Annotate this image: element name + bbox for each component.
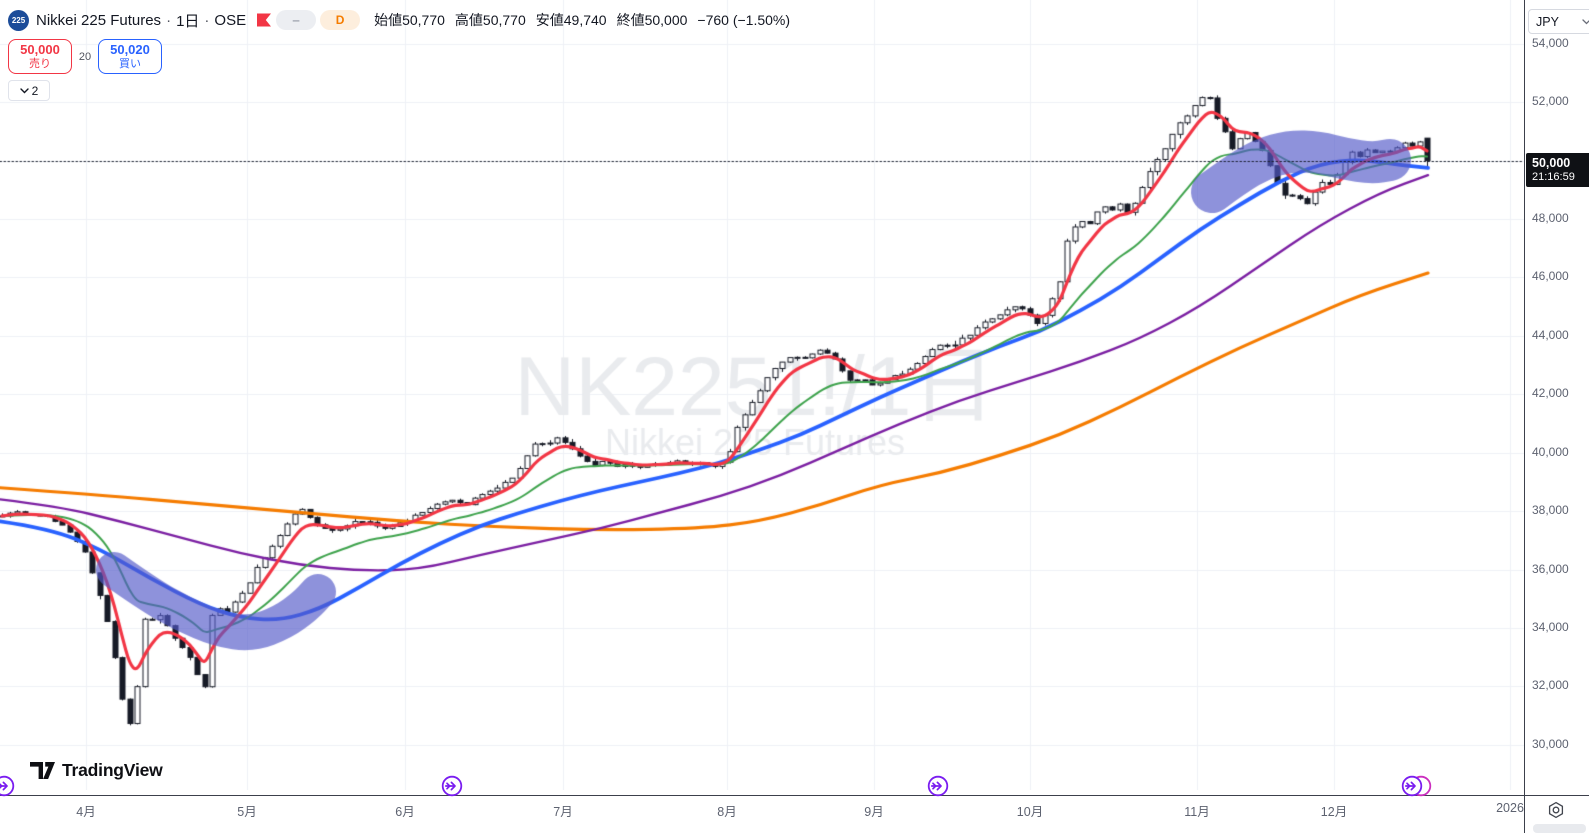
goto-marker-icon[interactable]	[0, 775, 27, 797]
currency-label: JPY	[1536, 14, 1559, 29]
trade-buttons-row: 50,000 売り 20 50,020 買い	[8, 39, 162, 74]
time-tick-label: 5月	[237, 805, 257, 819]
exchange-label[interactable]: OSE	[214, 11, 247, 29]
sell-label: 売り	[29, 57, 51, 70]
separator-dot: ·	[166, 11, 172, 29]
goto-marker-icon[interactable]	[441, 775, 475, 797]
time-tick-label: 2026	[1496, 801, 1524, 815]
price-axis[interactable]: JPY 54,000 52,000 50,000 48,000 46,000 4…	[1525, 0, 1589, 833]
price-chart-canvas[interactable]	[0, 0, 1524, 790]
delayed-data-badge[interactable]: D	[320, 10, 361, 30]
price-tick-label: 30,000	[1532, 736, 1569, 751]
corner-scroll-pill	[1533, 824, 1586, 833]
last-price-badge: 50,000 21:16:59	[1526, 152, 1589, 187]
open-label: 始値	[374, 12, 403, 28]
spread-value: 20	[78, 50, 92, 63]
tradingview-logo[interactable]: TradingView	[30, 760, 163, 781]
time-tick-label: 12月	[1320, 805, 1348, 819]
goto-marker-icon[interactable]	[927, 775, 961, 797]
separator-dot: ·	[204, 11, 210, 29]
time-axis-border	[0, 795, 1589, 796]
buy-price: 50,020	[110, 41, 150, 57]
price-tick-label: 34,000	[1532, 619, 1569, 634]
goto-marker-icon[interactable]	[1401, 775, 1435, 797]
price-tick-label: 40,000	[1532, 444, 1569, 459]
symbol-title[interactable]: Nikkei 225 Futures	[36, 11, 162, 29]
price-tick-label: 32,000	[1532, 678, 1569, 693]
price-tick-label: 44,000	[1532, 327, 1569, 342]
price-tick-label: 42,000	[1532, 386, 1569, 401]
time-tick-label: 8月	[717, 805, 737, 819]
market-closed-flag-icon	[256, 12, 272, 28]
price-tick-label: 46,000	[1532, 269, 1569, 284]
sell-button[interactable]: 50,000 売り	[8, 39, 72, 74]
symbol-row[interactable]: 225 Nikkei 225 Futures · 1日 · OSE ‒ D 始値…	[8, 8, 790, 32]
price-tick-label: 52,000	[1532, 94, 1569, 109]
interval-label[interactable]: 1日	[176, 12, 200, 30]
high-value: 50,770	[482, 12, 526, 28]
buy-button[interactable]: 50,020 買い	[98, 39, 162, 74]
chevron-down-icon	[19, 87, 29, 93]
symbol-logo: 225	[8, 9, 29, 31]
time-tick-label: 4月	[76, 805, 96, 819]
time-tick-label: 11月	[1184, 805, 1210, 819]
price-tick-label: 54,000	[1532, 35, 1569, 50]
price-tick-label: 36,000	[1532, 561, 1569, 576]
legend-collapse-button[interactable]: 2	[8, 80, 50, 101]
countdown-timer: 21:16:59	[1532, 170, 1575, 183]
last-price-value: 50,000	[1532, 155, 1571, 170]
high-label: 高値	[454, 12, 483, 28]
buy-label: 買い	[119, 57, 141, 70]
tradingview-wordmark: TradingView	[62, 760, 163, 780]
collapse-count: 2	[31, 83, 39, 98]
close-label: 終値	[616, 12, 645, 28]
chevron-down-icon	[1582, 18, 1589, 24]
tradingview-mark-icon	[30, 762, 55, 779]
change-value: −760 (−1.50%)	[697, 12, 791, 28]
price-tick-label: 38,000	[1532, 503, 1569, 518]
open-value: 50,770	[402, 12, 445, 28]
sell-price: 50,000	[20, 41, 60, 57]
currency-button[interactable]: JPY	[1528, 9, 1589, 34]
axis-settings-gear-icon[interactable]	[1547, 801, 1565, 824]
close-value: 50,000	[644, 12, 688, 28]
time-tick-label: 9月	[864, 805, 884, 819]
price-tick-label: 48,000	[1532, 211, 1569, 226]
ohlc-values: 始値50,770 高値50,770 安値49,740 終値50,000 −760…	[374, 10, 790, 30]
chart-legend: 225 Nikkei 225 Futures · 1日 · OSE ‒ D 始値…	[8, 8, 790, 101]
time-tick-label: 7月	[553, 805, 573, 819]
low-value: 49,740	[563, 12, 607, 28]
price-axis-border	[1524, 0, 1525, 833]
data-mode-minus-badge[interactable]: ‒	[276, 10, 317, 30]
low-label: 安値	[535, 12, 564, 28]
time-tick-label: 10月	[1016, 805, 1044, 819]
time-tick-label: 6月	[395, 805, 415, 819]
time-axis[interactable]: 4月 5月 6月 7月 8月 9月 10月 11月 12月 2026	[0, 796, 1524, 833]
